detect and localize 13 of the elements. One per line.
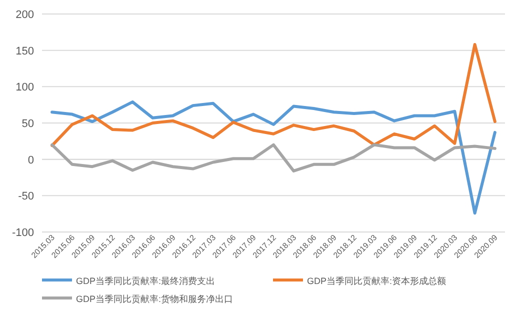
y-tick-label: 50 [22,118,34,130]
y-tick-label: 100 [16,82,34,94]
line-series [50,100,496,215]
line-series [50,43,496,148]
legend-label: GDP当季同比贡献率:最终消费支出 [76,276,216,286]
line-series [50,143,496,172]
legend-label: GDP当季同比贡献率:资本形成总额 [307,276,446,286]
y-tick-label: 150 [16,45,34,58]
legend-label: GDP当季同比贡献率:货物和服务净出口 [76,294,234,304]
y-tick-label: 0 [28,154,34,166]
y-tick-label: 200 [16,9,34,21]
y-tick-label: -50 [18,190,34,203]
y-tick-label: -100 [12,227,34,239]
